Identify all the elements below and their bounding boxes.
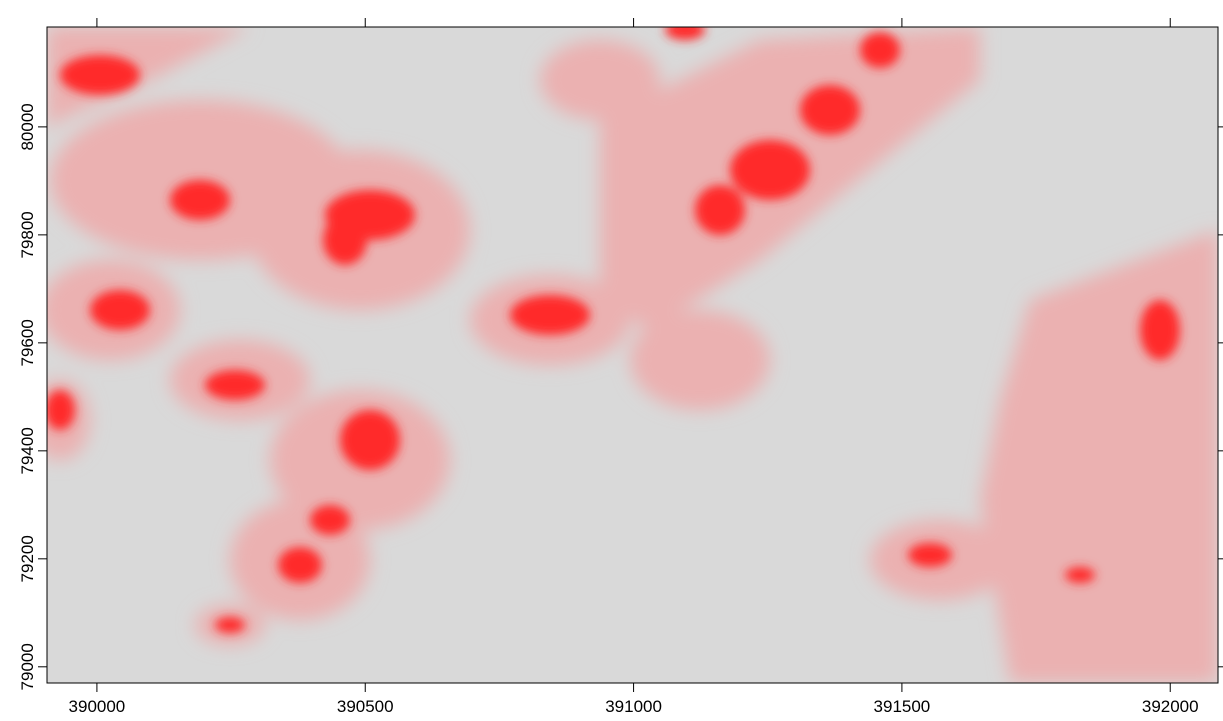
y-tick-label: 79400 — [18, 427, 37, 474]
y-tick-label: 80000 — [18, 103, 37, 150]
raster — [30, 20, 1218, 683]
y-tick-label: 79800 — [18, 211, 37, 258]
page: {"chart_data": {"type": "raster", "xlim"… — [0, 0, 1223, 721]
x-tick-label: 390000 — [69, 697, 126, 716]
y-tick-label: 79200 — [18, 535, 37, 582]
x-tick-label: 391000 — [605, 697, 662, 716]
x-tick-label: 390500 — [337, 697, 394, 716]
y-tick-label: 79000 — [18, 643, 37, 690]
chart: 390000 390500 391000 391500 392000 79000 79200… — [0, 0, 1223, 721]
x-tick-label: 392000 — [1142, 697, 1199, 716]
x-tick-label: 391500 — [874, 697, 931, 716]
y-tick-label: 79600 — [18, 319, 37, 366]
